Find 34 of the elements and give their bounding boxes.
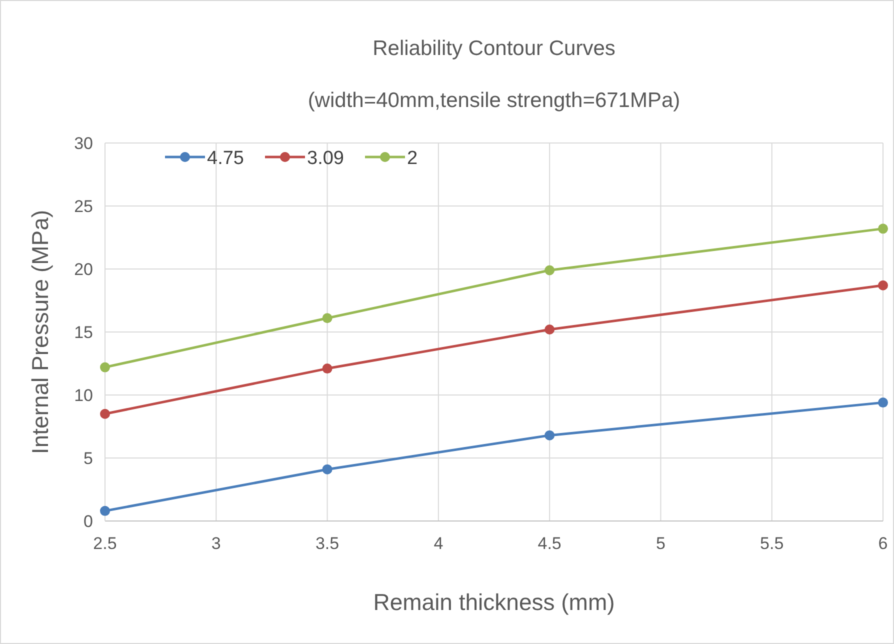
point — [878, 398, 888, 408]
point — [322, 364, 332, 374]
x-tick-label: 3.5 — [315, 534, 340, 553]
chart-subtitle: (width=40mm,tensile strength=671MPa) — [308, 89, 680, 112]
y-tick-label: 15 — [74, 323, 93, 342]
y-tick-label: 30 — [74, 134, 93, 153]
x-tick-label: 5.5 — [760, 534, 784, 553]
point — [100, 408, 110, 419]
y-tick-label: 0 — [84, 512, 93, 531]
point — [544, 430, 555, 440]
x-tick-label: 3 — [211, 534, 221, 553]
x-tick-label: 5 — [656, 534, 666, 553]
point — [100, 506, 110, 516]
y-tick-label: 20 — [74, 260, 93, 279]
point — [544, 265, 555, 276]
x-tick-label: 4.5 — [538, 534, 562, 553]
point — [544, 324, 555, 334]
legend-label: 3.09 — [307, 148, 344, 169]
point — [322, 464, 332, 474]
x-axis-title: Remain thickness (mm) — [373, 589, 615, 615]
y-tick-label: 5 — [84, 449, 93, 468]
point — [322, 313, 332, 324]
point — [878, 280, 888, 290]
legend-label: 4.75 — [207, 148, 244, 169]
y-axis-title: Internal Pressure (MPa) — [27, 210, 53, 454]
y-tick-label: 25 — [74, 197, 93, 216]
point — [100, 362, 110, 372]
chart-title: Reliability Contour Curves — [372, 37, 616, 60]
point — [878, 224, 888, 234]
x-tick-label: 4 — [434, 534, 444, 553]
legend-label: 2 — [407, 148, 418, 169]
y-tick-label: 10 — [74, 386, 93, 405]
x-tick-label: 6 — [878, 534, 888, 553]
x-tick-label: 2.5 — [93, 534, 117, 553]
